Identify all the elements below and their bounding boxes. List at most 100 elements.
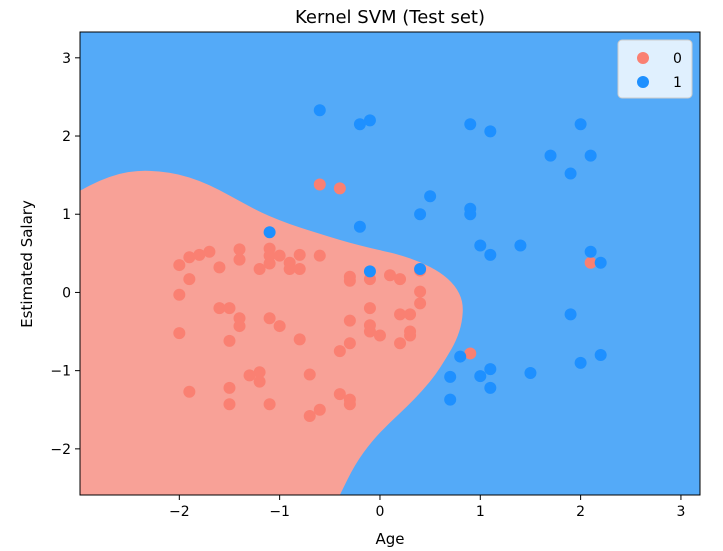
- data-point-class-0: [223, 334, 236, 347]
- data-point-class-0: [313, 249, 326, 262]
- data-point-class-0: [464, 347, 477, 360]
- data-point-class-1: [414, 208, 427, 221]
- data-point-class-1: [363, 114, 376, 127]
- data-point-class-1: [414, 262, 427, 275]
- x-tick-label: 0: [376, 504, 385, 520]
- legend-box: [617, 39, 693, 99]
- data-point-class-0: [293, 333, 306, 346]
- chart-title: Kernel SVM (Test set): [295, 7, 485, 28]
- data-point-class-0: [243, 369, 256, 382]
- x-tick-label: 1: [476, 504, 485, 520]
- decision-region-class-0: [80, 170, 463, 495]
- y-tick-label: −1: [50, 364, 71, 380]
- data-point-class-1: [444, 393, 457, 406]
- data-point-class-0: [363, 325, 376, 338]
- data-point-class-0: [414, 297, 427, 310]
- data-point-class-1: [594, 256, 607, 269]
- data-point-class-0: [414, 285, 427, 298]
- data-point-class-0: [384, 269, 396, 282]
- data-point-class-0: [223, 302, 236, 315]
- data-point-class-1: [564, 308, 577, 321]
- data-point-class-1: [564, 167, 577, 180]
- plot-frame: [79, 31, 701, 496]
- data-point-class-0: [203, 245, 216, 258]
- data-point-class-0: [293, 248, 306, 261]
- x-tick-label: 3: [676, 504, 685, 520]
- data-point-class-0: [173, 259, 186, 272]
- data-point-class-1: [263, 226, 276, 239]
- data-point-class-1: [353, 118, 366, 131]
- x-tick-label: −1: [269, 504, 290, 520]
- data-point-class-0: [223, 381, 236, 394]
- data-point-class-1: [444, 370, 457, 383]
- data-point-class-1: [574, 356, 587, 369]
- data-point-class-0: [394, 273, 407, 286]
- data-point-class-0: [343, 398, 356, 411]
- data-point-class-0: [333, 388, 346, 401]
- data-point-class-0: [343, 314, 356, 327]
- data-point-class-1: [514, 239, 527, 252]
- data-point-class-1: [464, 208, 477, 221]
- data-point-class-0: [343, 337, 356, 350]
- data-point-class-0: [273, 249, 286, 262]
- data-point-class-1: [484, 125, 497, 138]
- y-tick-label: 2: [62, 129, 71, 145]
- data-point-class-0: [233, 253, 246, 266]
- data-point-class-0: [273, 320, 286, 333]
- x-axis-label: Age: [375, 530, 404, 548]
- data-point-class-0: [313, 178, 326, 191]
- legend: 01: [617, 39, 693, 99]
- data-point-class-0: [263, 398, 276, 411]
- data-point-class-0: [394, 337, 407, 350]
- data-point-class-0: [404, 308, 417, 321]
- data-point-class-1: [594, 349, 607, 362]
- data-point-class-0: [283, 262, 296, 275]
- data-point-class-0: [173, 327, 186, 340]
- data-point-class-0: [183, 251, 196, 264]
- data-point-class-0: [303, 368, 316, 381]
- data-point-class-0: [223, 398, 236, 411]
- legend-marker-class-1: [637, 76, 649, 88]
- y-tick-label: −2: [50, 442, 71, 458]
- legend-label-class-1: 1: [673, 75, 682, 91]
- data-point-class-0: [183, 273, 196, 286]
- data-point-class-0: [233, 243, 246, 256]
- data-point-class-1: [484, 363, 497, 376]
- data-point-class-0: [253, 262, 266, 275]
- data-point-class-0: [173, 288, 186, 301]
- data-point-class-1: [313, 104, 326, 117]
- data-point-class-1: [474, 239, 487, 252]
- data-point-class-0: [333, 345, 346, 358]
- y-axis-label: Estimated Salary: [18, 200, 36, 328]
- scatter-points: [173, 104, 607, 423]
- data-point-class-0: [193, 248, 206, 261]
- data-point-class-1: [484, 381, 497, 394]
- y-tick-label: 3: [62, 51, 71, 67]
- x-tick-label: −2: [169, 504, 190, 520]
- data-point-class-0: [343, 274, 356, 287]
- data-point-class-1: [454, 350, 467, 363]
- data-point-class-1: [464, 118, 477, 131]
- data-point-class-0: [263, 257, 276, 270]
- data-point-class-0: [213, 302, 226, 315]
- data-point-class-1: [363, 265, 376, 278]
- legend-label-class-0: 0: [673, 51, 682, 67]
- data-point-class-0: [373, 329, 386, 342]
- data-point-class-1: [544, 149, 557, 162]
- data-point-class-0: [584, 256, 597, 269]
- data-point-class-1: [524, 366, 537, 379]
- y-tick-label: 0: [62, 285, 71, 301]
- data-point-class-0: [333, 182, 346, 195]
- data-point-class-1: [474, 370, 487, 383]
- data-point-class-1: [574, 118, 587, 131]
- data-point-class-0: [253, 366, 266, 379]
- x-axis: −2 −1 0 1 2 3: [169, 495, 685, 520]
- data-point-class-0: [253, 375, 266, 388]
- data-point-class-0: [363, 302, 376, 315]
- data-point-class-0: [263, 312, 276, 325]
- y-tick-label: 1: [62, 207, 71, 223]
- data-point-class-0: [313, 403, 326, 416]
- data-point-class-0: [404, 329, 417, 342]
- data-point-class-0: [233, 320, 246, 333]
